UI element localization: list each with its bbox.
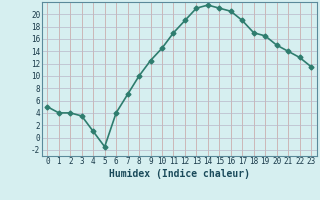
X-axis label: Humidex (Indice chaleur): Humidex (Indice chaleur) [109, 169, 250, 179]
